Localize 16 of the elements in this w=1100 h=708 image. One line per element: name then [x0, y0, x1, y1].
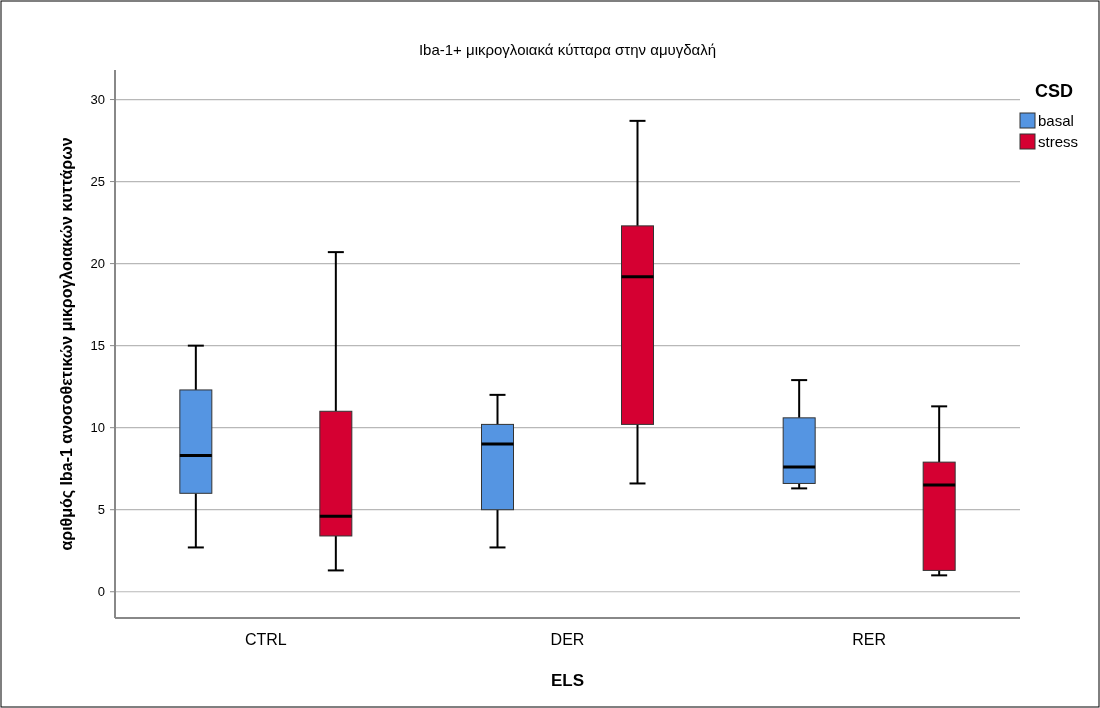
x-tick-label: CTRL: [244, 631, 287, 648]
legend-label: basal: [1038, 112, 1074, 129]
y-tick-label: 10: [90, 420, 105, 436]
y-tick-label: 30: [90, 92, 105, 108]
x-axis-title: ELS: [550, 671, 585, 690]
y-axis-title: αριθμός Iba-1 ανοσοθετικών μικρογλοιακών κυττάρων: [58, 137, 76, 551]
y-tick-label: 25: [90, 174, 105, 190]
legend-title: CSD: [1034, 81, 1074, 101]
y-tick-label: 5: [97, 502, 105, 518]
legend-label: stress: [1038, 133, 1079, 150]
x-tick-label: RER: [852, 631, 887, 648]
x-tick-label: DER: [550, 631, 585, 648]
chart-title: Iba-1+ μικρογλοιακά κύτταρα στην αμυγδαλή: [418, 41, 717, 58]
y-tick-label: 20: [90, 256, 105, 272]
y-tick-label: 15: [90, 338, 105, 354]
y-tick-label: 0: [97, 584, 105, 600]
